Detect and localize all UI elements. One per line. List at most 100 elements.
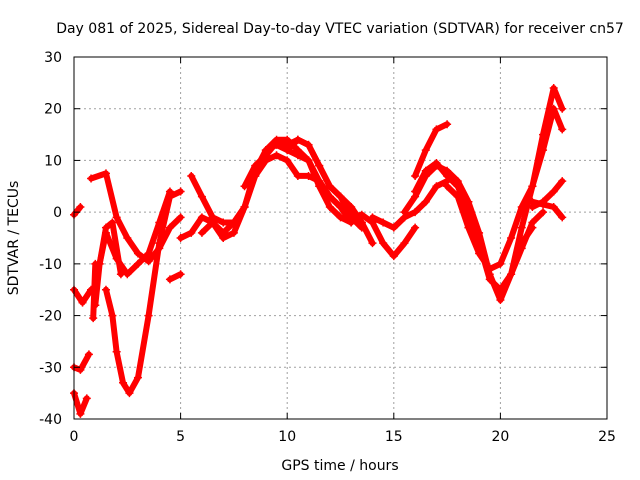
x-tick-label: 5 [176, 429, 185, 445]
data-point [87, 174, 96, 183]
series-sat-a [70, 389, 91, 418]
data-point [144, 311, 153, 320]
series-track [444, 85, 566, 272]
plot-area [70, 84, 567, 418]
chart-title: Day 081 of 2025, Sidereal Day-to-day VTE… [56, 21, 624, 37]
data-point [507, 234, 516, 242]
data-point [357, 210, 366, 219]
data-point [261, 146, 270, 155]
data-point [443, 171, 452, 180]
data-point [485, 265, 494, 274]
data-point [325, 182, 334, 191]
axis-ticks: 0 5 10 15 20 25 -40 -30 -20 -10 0 10 20 30 [39, 50, 616, 445]
data-point [539, 197, 548, 206]
series-track [412, 121, 451, 179]
series-sat-h [101, 187, 185, 398]
data-point [219, 218, 228, 227]
data-point [558, 125, 567, 134]
data-point [133, 249, 142, 258]
series-sat-j [165, 270, 185, 284]
data-point [76, 365, 85, 374]
data-point [165, 192, 174, 201]
data-point [485, 275, 494, 284]
data-point [283, 156, 292, 165]
data-point [76, 202, 85, 211]
data-point [91, 301, 100, 310]
data-point [453, 192, 462, 201]
data-point [133, 373, 142, 382]
data-point [496, 259, 505, 268]
data-point [421, 166, 430, 175]
data-point [144, 249, 153, 258]
data-point [240, 202, 249, 211]
data-point [539, 208, 548, 217]
data-point [475, 249, 484, 258]
data-point [411, 187, 420, 196]
data-point [389, 252, 398, 261]
data-point [315, 161, 324, 170]
data-point [315, 177, 324, 186]
data-point [558, 177, 567, 186]
data-point [432, 159, 441, 168]
data-point [389, 223, 398, 232]
data-point [400, 208, 409, 217]
data-point [187, 171, 196, 180]
data-point [379, 239, 388, 248]
data-point [133, 259, 142, 268]
series-sat-d [70, 202, 85, 219]
data-point [101, 285, 110, 294]
data-point [421, 197, 430, 206]
data-point [293, 135, 302, 144]
data-point [176, 187, 185, 196]
data-point [144, 257, 153, 266]
y-tick-label: -40 [39, 412, 62, 428]
series-sat-v [443, 84, 567, 274]
data-point [272, 135, 281, 144]
data-point [336, 192, 345, 201]
data-point [400, 239, 409, 248]
data-point [197, 192, 206, 201]
data-point [283, 135, 292, 144]
data-point [558, 213, 567, 222]
series-track [96, 219, 124, 278]
data-point [187, 228, 196, 237]
data-point [325, 192, 334, 201]
data-point [304, 156, 313, 165]
y-axis-label: SDTVAR / TECUs [6, 181, 22, 296]
data-point [325, 202, 334, 211]
data-point [304, 140, 313, 149]
data-point [112, 347, 121, 356]
data-point [464, 223, 473, 232]
data-point [78, 298, 87, 307]
series-sat-i [95, 218, 125, 279]
data-point [116, 270, 125, 279]
data-point [368, 213, 377, 222]
data-point [443, 120, 452, 129]
y-tick-label: -20 [39, 309, 62, 325]
data-point [496, 296, 505, 305]
series-track [166, 271, 184, 283]
series-track [529, 178, 566, 210]
data-point [411, 171, 420, 180]
data-point [108, 311, 117, 320]
data-point [119, 378, 128, 387]
data-point [558, 104, 567, 113]
y-tick-label: -30 [39, 360, 62, 376]
data-point [549, 104, 558, 113]
data-point [95, 259, 104, 268]
series-sat-r [368, 177, 452, 232]
data-point [357, 218, 366, 227]
data-point [368, 239, 377, 248]
data-point [108, 218, 117, 227]
data-point [549, 202, 558, 211]
data-point [528, 202, 537, 211]
data-point [89, 314, 98, 323]
data-point [517, 223, 526, 232]
data-point [125, 389, 134, 398]
data-point [165, 223, 174, 232]
data-point [379, 218, 388, 227]
data-point [347, 213, 356, 222]
y-tick-label: 0 [53, 205, 62, 221]
series-track [369, 178, 451, 231]
y-tick-label: -10 [39, 257, 62, 273]
